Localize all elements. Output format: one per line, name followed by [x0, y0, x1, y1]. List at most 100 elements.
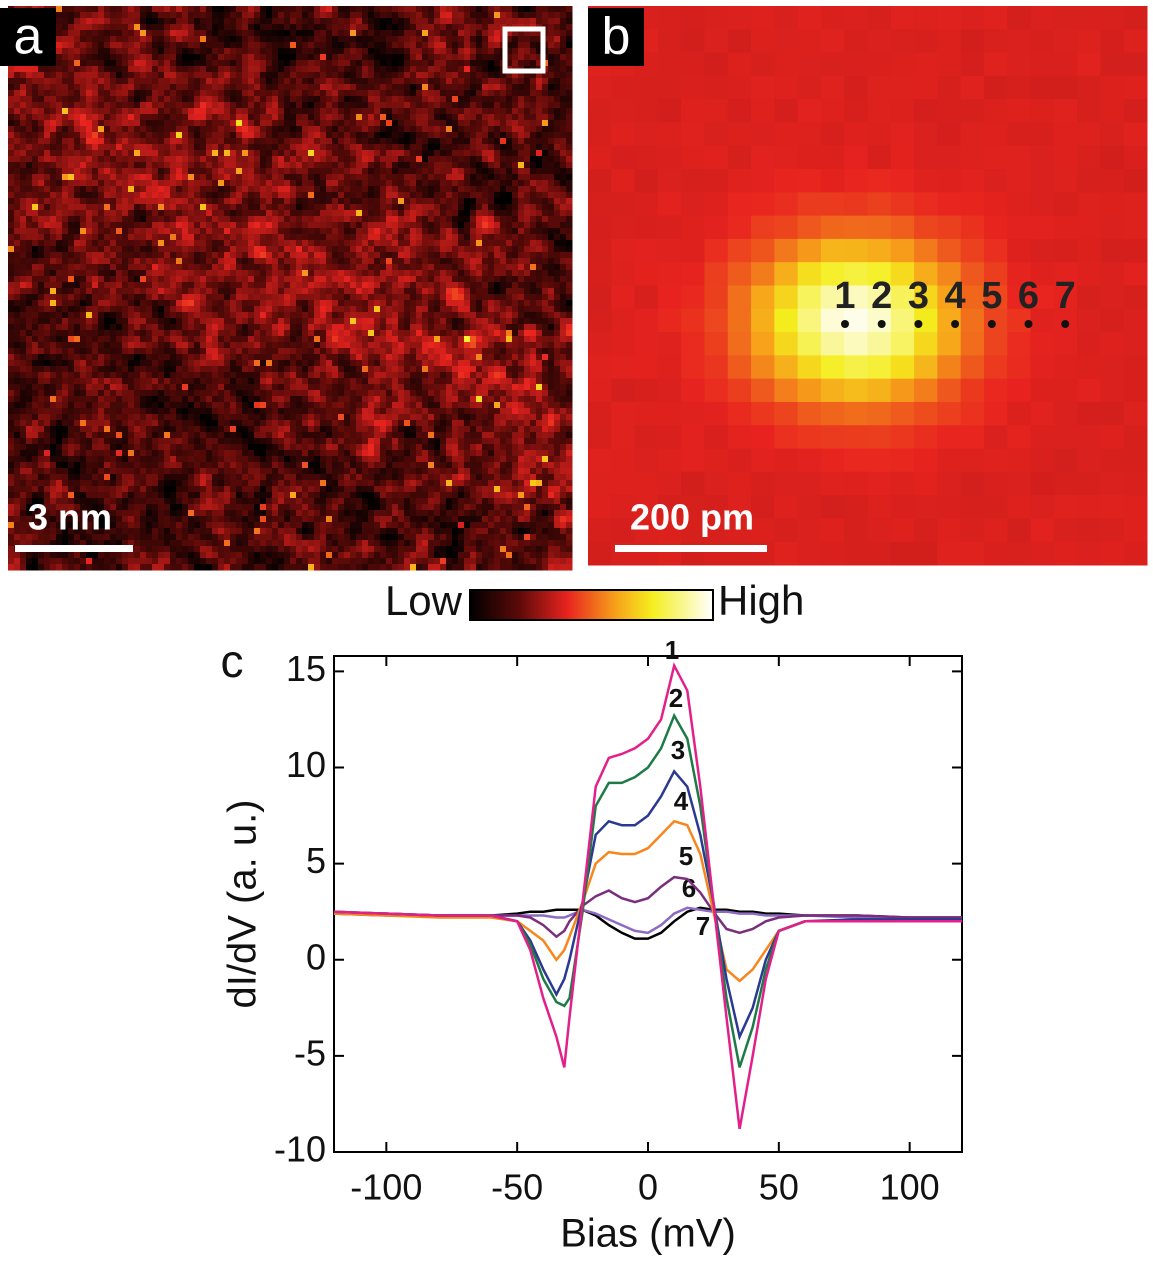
pixel: [176, 36, 183, 43]
pixel: [182, 234, 189, 241]
pixel: [458, 66, 465, 73]
pixel: [104, 276, 111, 283]
pixel: [500, 72, 507, 79]
pixel: [32, 78, 39, 85]
pixel: [524, 240, 531, 247]
pixel: [122, 282, 129, 289]
pixel: [482, 228, 489, 235]
pixel: [236, 216, 243, 223]
pixel: [548, 150, 555, 157]
pixel: [62, 6, 69, 13]
pixel: [494, 306, 501, 313]
pixel: [320, 132, 327, 139]
pixel: [422, 24, 429, 31]
pixel: [302, 210, 309, 217]
pixel: [50, 300, 57, 307]
pixel: [20, 168, 27, 175]
pixel: [146, 204, 153, 211]
pixel: [272, 84, 279, 91]
pixel: [224, 120, 231, 127]
pixel: [188, 18, 195, 25]
pixel: [314, 288, 321, 295]
pixel: [362, 144, 369, 151]
pixel: [326, 36, 333, 43]
pixel: [8, 252, 15, 259]
pixel: [464, 162, 471, 169]
pixel: [320, 210, 327, 217]
pixel: [386, 66, 393, 73]
pixel: [506, 108, 513, 115]
pixel: [290, 228, 297, 235]
pixel: [104, 30, 111, 37]
pixel: [416, 90, 423, 97]
pixel: [140, 108, 147, 115]
pixel: [86, 174, 93, 181]
pixel: [524, 162, 531, 169]
pixel: [308, 12, 315, 19]
pixel: [104, 174, 111, 181]
pixel: [146, 306, 153, 313]
pixel: [536, 270, 543, 277]
pixel: [464, 42, 471, 49]
pixel: [560, 180, 567, 187]
pixel: [98, 144, 105, 151]
pixel: [242, 228, 249, 235]
pixel: [446, 306, 453, 313]
pixel: [32, 126, 39, 133]
pixel: [566, 102, 573, 109]
pixel: [332, 258, 339, 265]
pixel: [422, 282, 429, 289]
pixel: [128, 12, 135, 19]
pixel: [524, 228, 531, 235]
pixel: [62, 90, 69, 97]
pixel: [356, 6, 363, 13]
pixel: [272, 90, 279, 97]
pixel: [230, 156, 237, 163]
pixel: [392, 210, 399, 217]
pixel: [38, 102, 45, 109]
pixel: [80, 174, 87, 181]
pixel: [206, 36, 213, 43]
pixel: [476, 228, 483, 235]
pixel: [350, 228, 357, 235]
pixel: [314, 198, 321, 205]
pixel: [254, 252, 261, 259]
pixel: [386, 240, 393, 247]
pixel: [302, 216, 309, 223]
pixel: [128, 276, 135, 283]
pixel: [380, 144, 387, 151]
pixel: [368, 12, 375, 19]
pixel: [482, 96, 489, 103]
pixel: [566, 66, 573, 73]
pixel: [416, 294, 423, 301]
pixel: [296, 264, 303, 271]
pixel: [104, 72, 111, 79]
pixel: [302, 96, 309, 103]
pixel: [548, 282, 555, 289]
pixel: [392, 294, 399, 301]
pixel: [326, 264, 333, 271]
pixel: [464, 96, 471, 103]
pixel: [98, 114, 105, 121]
pixel: [470, 108, 477, 115]
pixel: [170, 222, 177, 229]
pixel: [398, 114, 405, 121]
pixel: [68, 60, 75, 67]
pixel: [494, 144, 501, 151]
pixel: [362, 312, 369, 319]
pixel: [86, 42, 93, 49]
pixel: [212, 258, 219, 265]
pixel: [236, 222, 243, 229]
pixel: [326, 168, 333, 175]
pixel: [500, 312, 507, 319]
pixel: [206, 54, 213, 61]
pixel: [506, 162, 513, 169]
pixel: [452, 54, 459, 61]
pixel: [548, 162, 555, 169]
pixel: [200, 102, 207, 109]
pixel: [152, 6, 159, 13]
pixel: [68, 288, 75, 295]
pixel: [452, 318, 459, 325]
pixel: [98, 240, 105, 247]
pixel: [536, 30, 543, 37]
